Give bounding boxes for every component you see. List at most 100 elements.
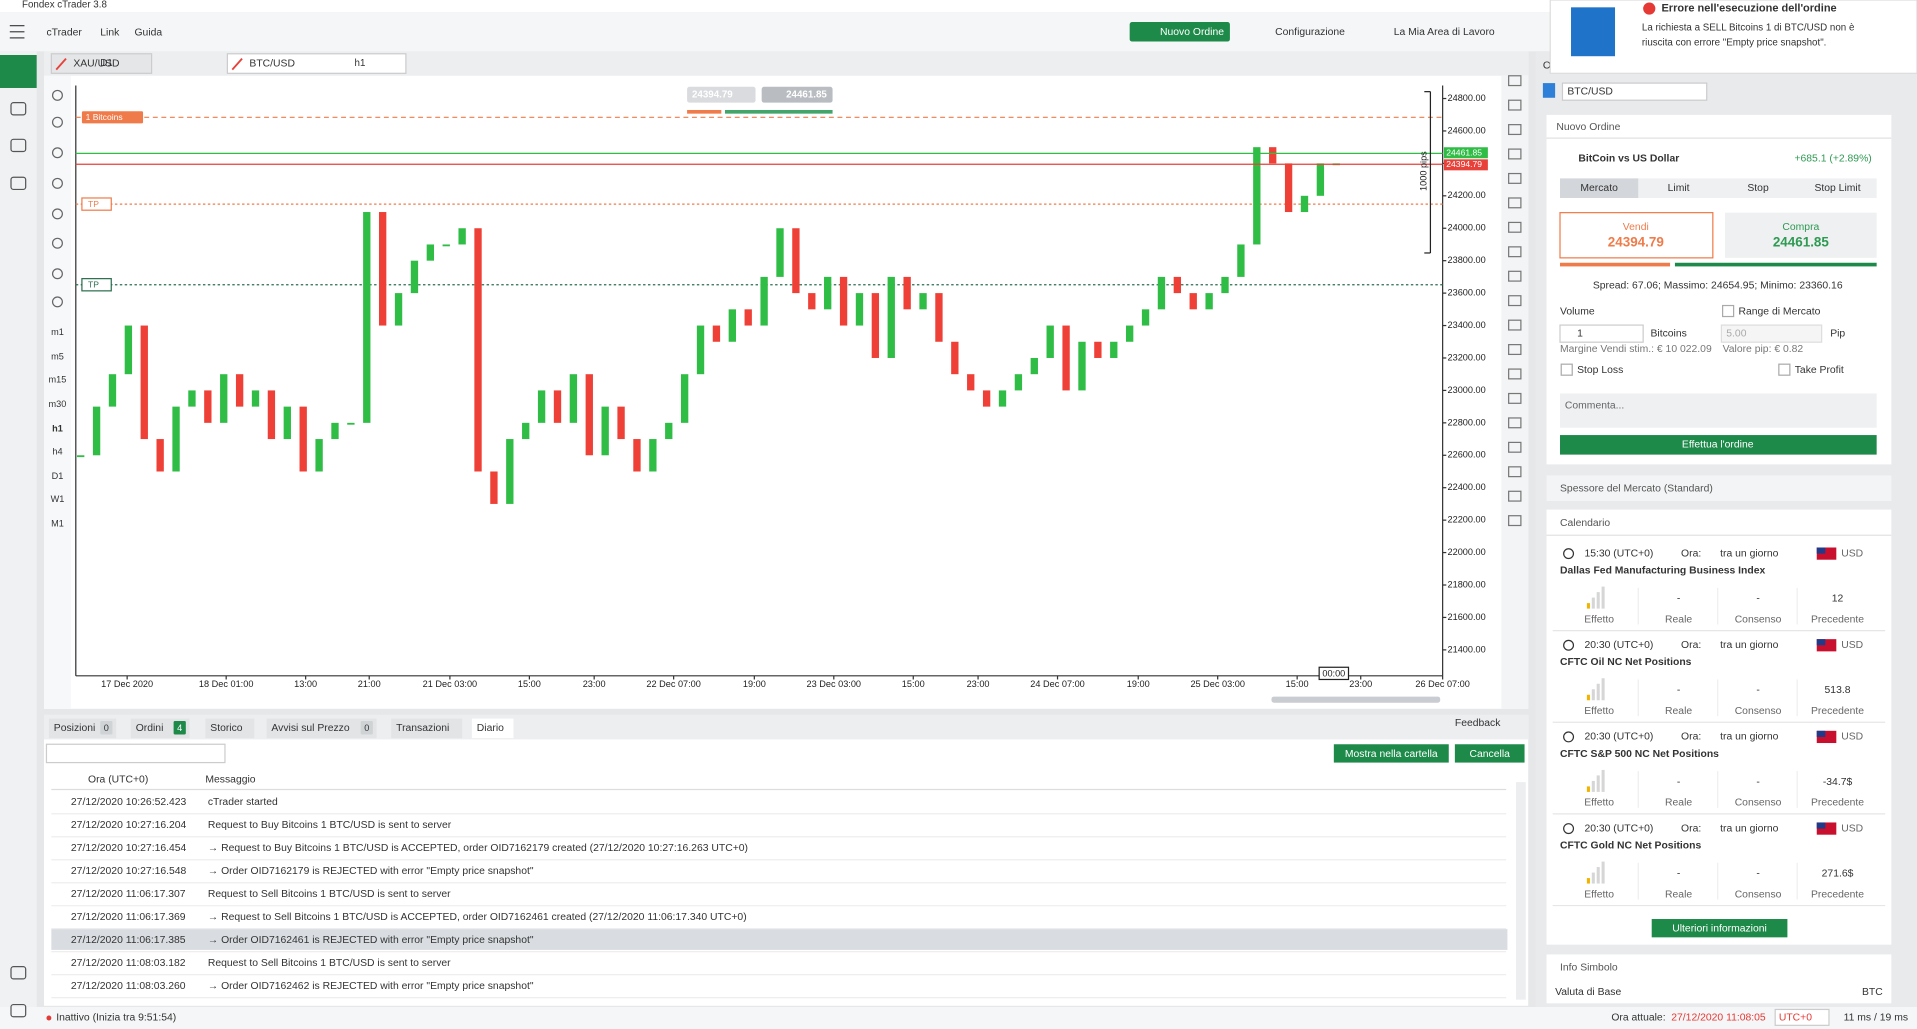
- show-folder-button[interactable]: [1333, 744, 1449, 763]
- drawing-tool-icon[interactable]: [1508, 246, 1522, 258]
- drawing-tool-icon[interactable]: [1508, 99, 1522, 111]
- bottom-tab-label[interactable]: Diario: [477, 723, 504, 734]
- bottom-tab[interactable]: [471, 718, 514, 739]
- timezone-select[interactable]: [1774, 1008, 1830, 1026]
- menu-item[interactable]: cTrader: [46, 28, 82, 39]
- volume-input[interactable]: [1559, 324, 1644, 343]
- timeframe-button[interactable]: M1: [51, 519, 64, 529]
- bottom-tab-label[interactable]: Storico: [210, 723, 243, 734]
- timeframe-button[interactable]: m5: [51, 351, 64, 361]
- impact-bar: [1596, 683, 1600, 701]
- timeframe-button[interactable]: m1: [51, 327, 64, 337]
- impact-bar: [1596, 867, 1600, 884]
- drawing-tool-icon[interactable]: [1508, 124, 1522, 136]
- sidebar-icon[interactable]: [10, 138, 27, 153]
- order-type-tab[interactable]: Mercato: [1580, 183, 1618, 194]
- chart-tool-icon[interactable]: [51, 177, 63, 189]
- depth-section[interactable]: [1546, 475, 1892, 502]
- drawing-tool-icon[interactable]: [1508, 368, 1522, 380]
- status-bar: [0, 1007, 1917, 1029]
- checkbox[interactable]: [1778, 363, 1791, 376]
- drawing-tool-icon[interactable]: [1508, 75, 1522, 87]
- drawing-tool-icon[interactable]: [1508, 344, 1522, 356]
- sidebar-icon[interactable]: [10, 966, 27, 980]
- symbol-select[interactable]: [1561, 82, 1708, 101]
- drawing-tool-icon[interactable]: [1508, 490, 1522, 502]
- sidebar-active[interactable]: [0, 54, 37, 88]
- candle: [998, 390, 1007, 407]
- buy-button[interactable]: [1725, 212, 1877, 258]
- bottom-tab[interactable]: [266, 718, 377, 739]
- chart-tab[interactable]: [50, 53, 153, 74]
- chart-tool-icon[interactable]: [51, 237, 63, 249]
- menu-item[interactable]: Guida: [134, 28, 162, 39]
- new-order-button[interactable]: [1129, 21, 1230, 42]
- timeframe-button[interactable]: m30: [49, 399, 67, 409]
- bottom-tab-label[interactable]: Transazioni: [396, 723, 449, 734]
- drawing-tool-icon[interactable]: [1508, 319, 1522, 331]
- bottom-tab[interactable]: [48, 718, 117, 739]
- chart-tab-symbol[interactable]: BTC/USD: [249, 58, 295, 69]
- order-type-tab[interactable]: Limit: [1668, 183, 1690, 194]
- chart-tool-icon[interactable]: [51, 268, 63, 280]
- chart-tool-icon[interactable]: [51, 208, 63, 220]
- drawing-tool-icon[interactable]: [1508, 172, 1522, 184]
- sidebar-icon[interactable]: [10, 1003, 27, 1018]
- chart-tool-icon[interactable]: [51, 89, 63, 101]
- spread-info: Spread: 67.06; Massimo: 24654.95; Minimo…: [1593, 281, 1843, 292]
- volume-unit: Bitcoins: [1650, 328, 1686, 339]
- chart-tool-icon[interactable]: [51, 147, 63, 159]
- quick-buy[interactable]: [761, 86, 833, 103]
- bottom-tab-label[interactable]: Posizioni: [54, 723, 96, 734]
- sidebar-icon[interactable]: [10, 102, 27, 116]
- drawing-tool-icon[interactable]: [1508, 148, 1522, 160]
- drawing-tool-icon[interactable]: [1508, 270, 1522, 282]
- feedback-link[interactable]: Feedback: [1455, 718, 1501, 729]
- journal-time: 27/12/2020 11:06:17.307: [71, 889, 186, 900]
- comment-input[interactable]: [1560, 393, 1877, 428]
- candle: [1316, 163, 1325, 196]
- menu-item[interactable]: Link: [100, 28, 120, 39]
- pips-input[interactable]: [1720, 324, 1823, 343]
- chart-tab-symbol[interactable]: XAU/USD: [73, 58, 119, 69]
- journal-scrollbar[interactable]: [1515, 782, 1526, 1000]
- checkbox[interactable]: [1721, 304, 1735, 318]
- drawing-tool-icon[interactable]: [1508, 441, 1522, 453]
- timeframe-button[interactable]: h4: [52, 447, 62, 457]
- drawing-tool-icon[interactable]: [1508, 197, 1522, 209]
- drawing-tool-icon[interactable]: [1508, 392, 1522, 404]
- sidebar-icon[interactable]: [10, 176, 27, 191]
- more-info-button[interactable]: [1651, 919, 1788, 938]
- sell-button[interactable]: [1559, 212, 1714, 259]
- event-column-label: Precedente: [1811, 798, 1864, 809]
- chart-tool-icon[interactable]: [51, 296, 63, 308]
- timeframe-button[interactable]: h1: [52, 423, 63, 433]
- config-menu[interactable]: Configurazione: [1275, 27, 1345, 38]
- drawing-tool-icon[interactable]: [1508, 221, 1522, 233]
- drawing-tool-icon[interactable]: [1508, 466, 1522, 478]
- order-type-tab[interactable]: Stop Limit: [1814, 183, 1860, 194]
- candle: [124, 325, 133, 375]
- bottom-tab[interactable]: [391, 718, 463, 739]
- journal-search[interactable]: [45, 743, 226, 764]
- workspace-menu[interactable]: La Mia Area di Lavoro: [1394, 27, 1495, 38]
- submit-button[interactable]: [1560, 435, 1877, 455]
- drawing-tool-icon[interactable]: [1508, 515, 1522, 527]
- bottom-tab-label[interactable]: Avvisi sul Prezzo: [271, 723, 349, 734]
- timeframe-button[interactable]: W1: [51, 494, 65, 504]
- checkbox[interactable]: [1560, 363, 1573, 376]
- timeframe-button[interactable]: m15: [49, 374, 67, 384]
- order-type-selected[interactable]: [1560, 178, 1639, 198]
- chart-scrollbar[interactable]: [1271, 696, 1441, 703]
- order-type-tab[interactable]: Stop: [1747, 183, 1769, 194]
- bottom-tab-label[interactable]: Ordini: [136, 723, 164, 734]
- drawing-tool-icon[interactable]: [1508, 295, 1522, 307]
- chart-tool-icon[interactable]: [51, 116, 63, 128]
- clear-button[interactable]: [1454, 744, 1525, 763]
- quick-sell[interactable]: [687, 86, 756, 103]
- drawing-tool-icon[interactable]: [1508, 417, 1522, 429]
- chart-tab[interactable]: [226, 53, 407, 74]
- y-tick-label: 23400.00: [1448, 320, 1486, 330]
- timeframe-button[interactable]: D1: [52, 471, 64, 481]
- bottom-tab[interactable]: [205, 718, 255, 739]
